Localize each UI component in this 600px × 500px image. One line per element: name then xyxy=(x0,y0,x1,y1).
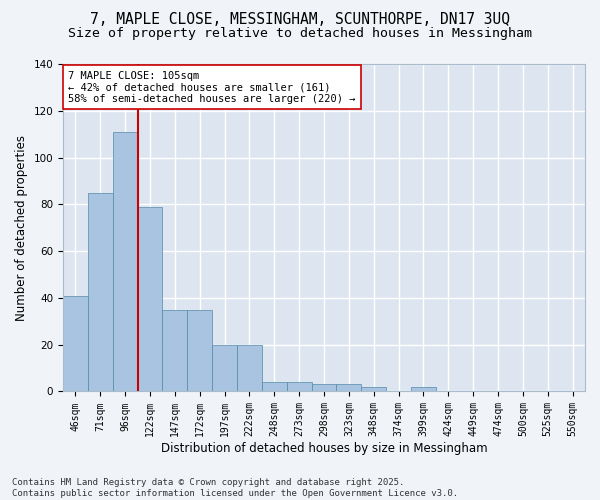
Text: Size of property relative to detached houses in Messingham: Size of property relative to detached ho… xyxy=(68,28,532,40)
Bar xyxy=(337,384,361,392)
Bar xyxy=(113,132,137,392)
Bar xyxy=(163,310,187,392)
Bar xyxy=(88,192,113,392)
Bar xyxy=(411,387,436,392)
Bar xyxy=(361,387,386,392)
X-axis label: Distribution of detached houses by size in Messingham: Distribution of detached houses by size … xyxy=(161,442,487,455)
Bar xyxy=(237,344,262,392)
Bar xyxy=(187,310,212,392)
Bar xyxy=(287,382,311,392)
Text: Contains HM Land Registry data © Crown copyright and database right 2025.
Contai: Contains HM Land Registry data © Crown c… xyxy=(12,478,458,498)
Text: 7 MAPLE CLOSE: 105sqm
← 42% of detached houses are smaller (161)
58% of semi-det: 7 MAPLE CLOSE: 105sqm ← 42% of detached … xyxy=(68,70,356,104)
Y-axis label: Number of detached properties: Number of detached properties xyxy=(15,134,28,320)
Bar xyxy=(212,344,237,392)
Bar xyxy=(262,382,287,392)
Bar xyxy=(63,296,88,392)
Bar xyxy=(311,384,337,392)
Bar xyxy=(137,206,163,392)
Text: 7, MAPLE CLOSE, MESSINGHAM, SCUNTHORPE, DN17 3UQ: 7, MAPLE CLOSE, MESSINGHAM, SCUNTHORPE, … xyxy=(90,12,510,28)
